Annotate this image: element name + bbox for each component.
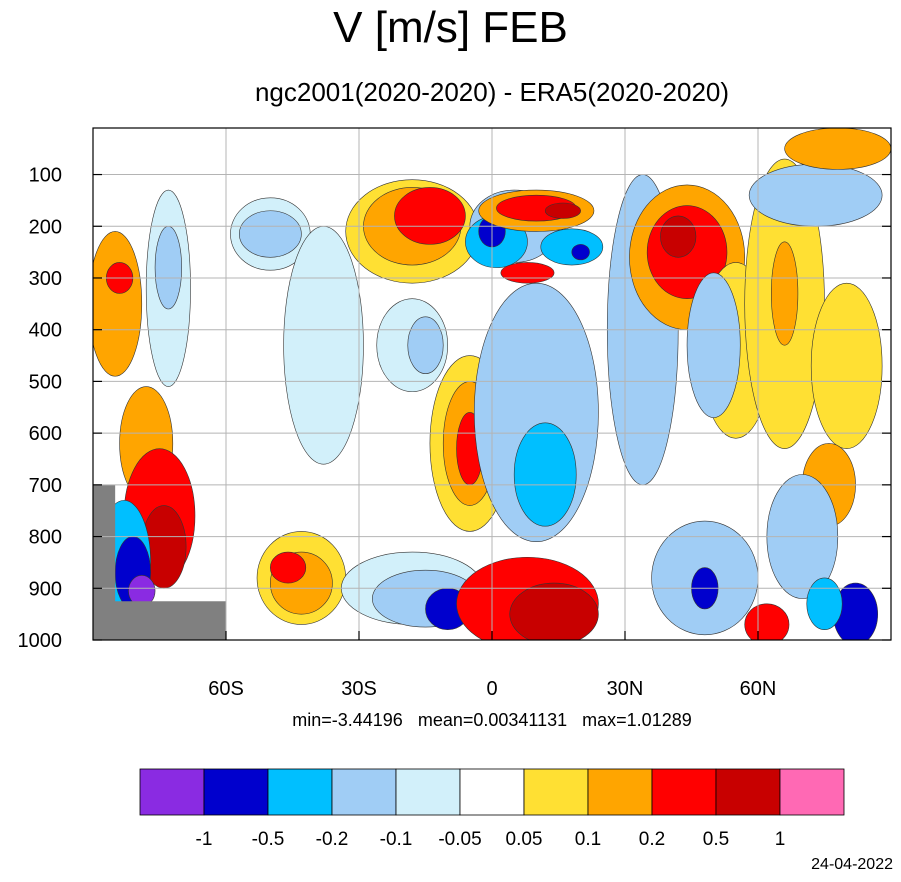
y-tick-label-4: 500 bbox=[29, 371, 62, 393]
colorbar-label-5: 0.05 bbox=[506, 829, 543, 850]
contour-region-34 bbox=[544, 202, 581, 219]
chart-title: V [m/s] FEB bbox=[333, 3, 568, 52]
y-axis: 100 200 300 400 500 600 700 800 900 1000 bbox=[18, 165, 891, 652]
contour-region-56 bbox=[806, 577, 843, 630]
stat-mean: mean=0.00341131 bbox=[417, 710, 568, 730]
contour-region-53 bbox=[784, 128, 891, 170]
y-tick-label-6: 700 bbox=[29, 475, 62, 497]
colorbar-box-2 bbox=[267, 768, 333, 816]
contour-region-0 bbox=[93, 231, 143, 377]
contour-region-43 bbox=[660, 215, 697, 258]
colorbar: -1 -0.5 -0.2 -0.1 -0.05 0.05 0.1 0.2 0.5 1 bbox=[139, 768, 845, 850]
y-tick-label-0: 100 bbox=[29, 165, 62, 187]
colorbar-label-2: -0.2 bbox=[316, 829, 349, 850]
colorbar-label-1: -0.5 bbox=[252, 829, 285, 850]
x-tick-label-4: 60N bbox=[740, 678, 777, 700]
contour-region-17 bbox=[394, 187, 466, 245]
terrain-region bbox=[93, 484, 226, 640]
colorbar-box-5 bbox=[459, 768, 525, 816]
colorbar-box-8 bbox=[651, 768, 717, 816]
y-tick-label-1: 200 bbox=[29, 216, 62, 238]
x-tick-label-0: 60S bbox=[208, 678, 244, 700]
contour-region-30 bbox=[540, 228, 604, 266]
y-tick-label-9: 1000 bbox=[18, 630, 63, 652]
contour-region-39 bbox=[509, 582, 599, 640]
y-tick-label-8: 900 bbox=[29, 578, 62, 600]
colorbar-box-6 bbox=[523, 768, 589, 816]
stat-max: max=1.01289 bbox=[582, 710, 692, 730]
colorbar-box-1 bbox=[203, 768, 269, 816]
colorbar-label-3: -0.1 bbox=[380, 829, 413, 850]
stat-min: min=-3.44196 bbox=[292, 710, 403, 730]
stats-line: min=-3.44196 mean=0.00341131 max=1.01289 bbox=[0, 708, 901, 732]
x-tick-label-2: 0 bbox=[486, 678, 497, 700]
chart-subtitle: ngc2001(2020-2020) - ERA5(2020-2020) bbox=[254, 77, 730, 107]
contour-region-12 bbox=[283, 225, 364, 465]
contour-region-35 bbox=[500, 262, 555, 284]
colorbar-label-8: 0.5 bbox=[703, 829, 729, 850]
colorbar-label-9: 1 bbox=[775, 829, 786, 850]
contour-region-50 bbox=[810, 282, 883, 449]
contour-region-49 bbox=[770, 241, 799, 346]
contour-region-37 bbox=[513, 422, 577, 527]
colorbar-box-7 bbox=[587, 768, 653, 816]
contour-region-23 bbox=[270, 551, 307, 584]
contour-region-45 bbox=[686, 272, 741, 418]
colorbar-label-4: -0.05 bbox=[438, 829, 481, 850]
y-tick-label-2: 300 bbox=[29, 268, 62, 290]
colorbar-box-9 bbox=[715, 768, 781, 816]
colorbar-label-0: -1 bbox=[196, 829, 213, 850]
colorbar-label-7: 0.2 bbox=[639, 829, 665, 850]
contour-region-14 bbox=[407, 316, 444, 374]
y-tick-label-5: 600 bbox=[29, 423, 62, 445]
contour-region-52 bbox=[748, 163, 883, 227]
contour-region-11 bbox=[239, 210, 302, 258]
colorbar-box-3 bbox=[331, 768, 397, 816]
x-tick-label-1: 30S bbox=[341, 678, 377, 700]
x-tick-label-3: 30N bbox=[607, 678, 644, 700]
contour-region-9 bbox=[154, 225, 182, 310]
colorbar-box-0 bbox=[139, 768, 205, 816]
contour-region-31 bbox=[571, 244, 590, 261]
contour-region-57 bbox=[744, 603, 790, 640]
colorbar-box-4 bbox=[395, 768, 461, 816]
x-axis: 60S 30S 0 30N 60N bbox=[208, 631, 776, 700]
y-tick-label-7: 800 bbox=[29, 527, 62, 549]
colorbar-label-6: 0.1 bbox=[575, 829, 601, 850]
y-tick-label-3: 400 bbox=[29, 320, 62, 342]
terrain-mask bbox=[93, 484, 226, 640]
date-stamp: 24-04-2022 bbox=[811, 856, 893, 873]
colorbar-box-10 bbox=[779, 768, 845, 816]
